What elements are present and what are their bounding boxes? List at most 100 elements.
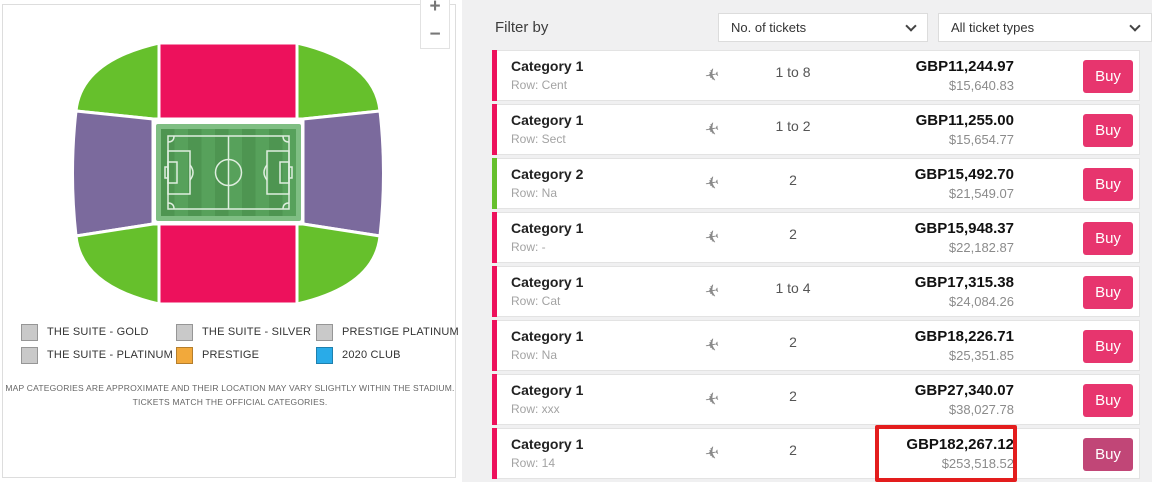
- zoom-out-button[interactable]: −: [429, 23, 441, 45]
- legend-item: 2020 CLUB: [316, 346, 401, 364]
- airplane-icon: ✈: [703, 280, 721, 303]
- category-color-stripe: [492, 374, 497, 425]
- category-color-stripe: [492, 212, 497, 263]
- airplane-icon: ✈: [703, 172, 721, 195]
- gbp-price: GBP182,267.12: [906, 436, 1014, 453]
- airplane-icon: ✈: [703, 334, 721, 357]
- section-right-suite: [301, 109, 385, 238]
- category-color-stripe: [492, 428, 497, 479]
- ticket-types-select[interactable]: All ticket types: [938, 13, 1152, 42]
- price-block: GBP15,948.37 $22,182.87: [915, 219, 1014, 257]
- ticket-listings-panel: Filter by No. of tickets All ticket type…: [462, 0, 1152, 482]
- buy-button[interactable]: Buy: [1083, 168, 1133, 201]
- row-label: Row: Sect: [511, 132, 566, 146]
- zoom-in-button[interactable]: +: [429, 0, 441, 17]
- price-block: GBP15,492.70 $21,549.07: [915, 165, 1014, 203]
- section-top-category1: [157, 41, 299, 121]
- chevron-down-icon: [905, 19, 917, 32]
- category-label: Category 1: [511, 436, 584, 452]
- category-label: Category 1: [511, 58, 584, 74]
- stadium-map[interactable]: [3, 5, 457, 317]
- row-label: Row: Na: [511, 348, 558, 362]
- price-block: GBP18,226.71 $25,351.85: [915, 327, 1014, 365]
- row-label: Row: 14: [511, 456, 556, 470]
- airplane-icon: ✈: [703, 388, 721, 411]
- category-label: Category 1: [511, 382, 584, 398]
- usd-price: $21,549.07: [948, 186, 1014, 201]
- section-bottom-category1: [157, 222, 299, 306]
- buy-button[interactable]: Buy: [1083, 438, 1133, 471]
- row-label: Row: xxx: [511, 402, 560, 416]
- usd-price: $15,654.77: [948, 132, 1014, 147]
- ticket-quantity: 1 to 2: [775, 118, 811, 134]
- category-color-stripe: [492, 50, 497, 101]
- ticket-types-select-value: All ticket types: [951, 20, 1035, 35]
- category-color-stripe: [492, 158, 497, 209]
- listing-row: Category 1 Row: - ✈ 2 GBP15,948.37 $22,1…: [492, 212, 1140, 263]
- usd-price: $38,027.78: [948, 402, 1014, 417]
- gbp-price: GBP27,340.07: [914, 382, 1014, 399]
- airplane-icon: ✈: [703, 118, 721, 141]
- buy-button[interactable]: Buy: [1083, 276, 1133, 309]
- gbp-price: GBP17,315.38: [914, 274, 1014, 291]
- listing-row: Category 1 Row: Na ✈ 2 GBP18,226.71 $25,…: [492, 320, 1140, 371]
- price-block: GBP27,340.07 $38,027.78: [915, 381, 1014, 419]
- ticket-quantity: 2: [789, 226, 797, 242]
- category-color-stripe: [492, 320, 497, 371]
- legend-item: PRESTIGE PLATINUM: [316, 323, 459, 341]
- usd-price: $22,182.87: [948, 240, 1014, 255]
- legend-item: PRESTIGE: [176, 346, 259, 364]
- legend-item-label: PRESTIGE: [202, 349, 260, 361]
- legend-color-swatch: [316, 323, 333, 341]
- ticket-quantity: 2: [789, 172, 797, 188]
- map-disclaimer-line1: MAP CATEGORIES ARE APPROXIMATE AND THEIR…: [5, 383, 455, 393]
- ticket-quantity: 1 to 4: [775, 280, 811, 296]
- row-label: Row: Na: [511, 186, 558, 200]
- gbp-price: GBP11,244.97: [915, 58, 1014, 75]
- map-disclaimer-line2: TICKETS MATCH THE OFFICIAL CATEGORIES.: [132, 397, 328, 407]
- buy-button[interactable]: Buy: [1083, 114, 1133, 147]
- category-color-stripe: [492, 266, 497, 317]
- legend-item-label: THE SUITE - PLATINUM: [47, 349, 174, 361]
- buy-button[interactable]: Buy: [1083, 60, 1133, 93]
- category-label: Category 2: [511, 166, 584, 182]
- legend-color-swatch: [176, 346, 193, 364]
- tickets-count-select[interactable]: No. of tickets: [718, 13, 928, 42]
- listings-list: Category 1 Row: Cent ✈ 1 to 8 GBP11,244.…: [492, 50, 1140, 482]
- gbp-price: GBP18,226.71: [914, 328, 1014, 345]
- buy-button[interactable]: Buy: [1083, 384, 1133, 417]
- legend-item-label: THE SUITE - GOLD: [47, 326, 149, 338]
- section-topleft-category2: [74, 41, 161, 121]
- buy-button[interactable]: Buy: [1083, 222, 1133, 255]
- category-label: Category 1: [511, 274, 584, 290]
- airplane-icon: ✈: [703, 442, 721, 465]
- listing-row: Category 1 Row: xxx ✈ 2 GBP27,340.07 $38…: [492, 374, 1140, 425]
- legend-item-label: 2020 CLUB: [342, 349, 401, 361]
- section-topright-category2: [295, 41, 382, 121]
- filter-by-label: Filter by: [495, 19, 549, 36]
- football-pitch: [156, 124, 301, 221]
- legend-item: THE SUITE - GOLD: [21, 323, 149, 341]
- usd-price: $25,351.85: [948, 348, 1014, 363]
- airplane-icon: ✈: [703, 226, 721, 249]
- usd-price: $24,084.26: [948, 294, 1014, 309]
- gbp-price: GBP15,492.70: [914, 166, 1014, 183]
- category-color-stripe: [492, 104, 497, 155]
- ticket-quantity: 2: [789, 334, 797, 350]
- legend-item-label: PRESTIGE PLATINUM: [342, 326, 459, 338]
- map-zoom-control: + −: [420, 0, 450, 49]
- category-label: Category 1: [511, 112, 584, 128]
- listing-row: Category 1 Row: Sect ✈ 1 to 2 GBP11,255.…: [492, 104, 1140, 155]
- row-label: Row: Cent: [511, 78, 568, 92]
- price-block: GBP11,244.97 $15,640.83: [916, 57, 1014, 95]
- buy-button[interactable]: Buy: [1083, 330, 1133, 363]
- usd-price: $253,518.52: [941, 456, 1014, 471]
- tickets-count-select-value: No. of tickets: [731, 20, 807, 35]
- stadium-map-panel: + − THE SUITE - GOLD THE SUITE - SILVER …: [2, 0, 459, 478]
- ticket-quantity: 1 to 8: [775, 64, 811, 80]
- legend-item: THE SUITE - SILVER: [176, 323, 311, 341]
- usd-price: $15,640.83: [948, 78, 1014, 93]
- ticket-quantity: 2: [789, 388, 797, 404]
- legend-color-swatch: [316, 346, 333, 364]
- chevron-down-icon: [1129, 19, 1141, 32]
